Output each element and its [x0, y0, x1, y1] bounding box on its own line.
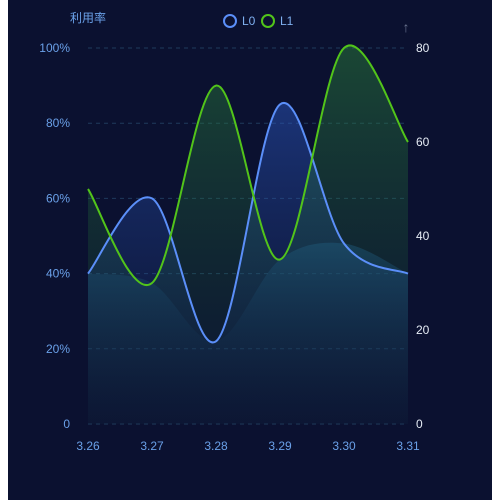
legend-marker-icon [223, 14, 237, 28]
y-tick-right: 0 [416, 417, 423, 431]
restore-arrow-icon[interactable]: ↑ [403, 19, 410, 35]
y-axis-left-title: 利用率 [70, 10, 106, 25]
x-tick: 3.29 [268, 439, 292, 453]
y-tick-left: 0 [63, 417, 70, 431]
base-area [88, 242, 408, 424]
y-tick-left: 20% [46, 342, 70, 356]
x-tick: 3.30 [332, 439, 356, 453]
series-line-L0[interactable] [87, 102, 409, 344]
y-tick-left: 100% [39, 41, 70, 55]
axis-labels: 0 20% 40% 60% 80% 100% 0 20 40 60 80 3.26 3.27 3.28 3.… [39, 41, 429, 453]
y-tick-left: 60% [46, 191, 70, 205]
series-areas [88, 45, 408, 425]
series-lines [87, 44, 409, 344]
x-tick: 3.26 [76, 439, 100, 453]
legend-item-L0[interactable]: L0 [223, 14, 256, 28]
y-tick-left: 80% [46, 116, 70, 130]
x-tick: 3.31 [396, 439, 420, 453]
legend-label: L0 [242, 14, 256, 28]
y-tick-right: 60 [416, 135, 430, 149]
y-tick-right: 20 [416, 323, 430, 337]
legend-label: L1 [280, 14, 294, 28]
y-tick-left: 40% [46, 267, 70, 281]
legend[interactable]: L0 L1 [223, 14, 294, 28]
line-chart: 0 20% 40% 60% 80% 100% 0 20 40 60 80 3.26 3.27 3.28 3.… [39, 10, 429, 453]
legend-item-L1[interactable]: L1 [261, 14, 294, 28]
legend-marker-icon [261, 14, 275, 28]
x-tick: 3.28 [204, 439, 228, 453]
y-tick-right: 80 [416, 41, 430, 55]
y-tick-right: 40 [416, 229, 430, 243]
x-tick: 3.27 [140, 439, 164, 453]
chart-panel: 0 20% 40% 60% 80% 100% 0 20 40 60 80 3.26 3.27 3.28 3.… [8, 0, 492, 500]
series-line-L1[interactable] [87, 44, 409, 287]
